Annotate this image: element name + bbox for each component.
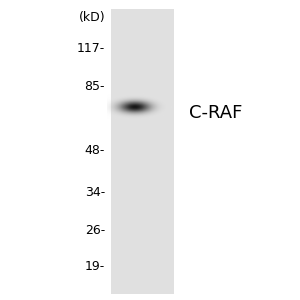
Text: C-RAF: C-RAF — [189, 103, 242, 122]
Text: 34-: 34- — [85, 185, 105, 199]
Text: (kD): (kD) — [78, 11, 105, 25]
Bar — [111, 9, 174, 294]
Text: 117-: 117- — [77, 41, 105, 55]
Text: 85-: 85- — [85, 80, 105, 94]
Text: 26-: 26- — [85, 224, 105, 238]
Text: 19-: 19- — [85, 260, 105, 274]
Text: 48-: 48- — [85, 143, 105, 157]
